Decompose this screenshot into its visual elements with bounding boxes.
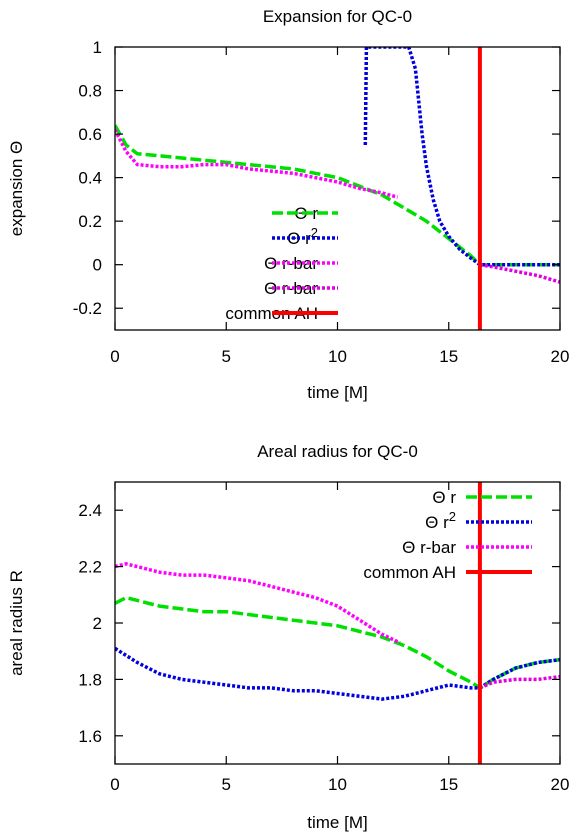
x-tick-label: 15 (439, 347, 458, 366)
y-tick-label: 1.8 (78, 670, 102, 689)
series-line-0 (115, 124, 560, 267)
y-axis-label: areal radius R (7, 570, 26, 676)
legend-label: Θ r-bar (264, 279, 318, 298)
y-tick-label: 0 (93, 256, 102, 275)
series-line-1 (115, 646, 560, 701)
legend-label: Θ r-bar (402, 538, 456, 557)
x-tick-label: 10 (328, 347, 347, 366)
legend-label: common AH (225, 304, 318, 323)
series-line-0 (115, 595, 560, 690)
legend-label: Θ r (432, 488, 456, 507)
x-tick-label: 0 (110, 347, 119, 366)
y-tick-label: 1 (93, 38, 102, 57)
y-tick-label: 0.6 (78, 125, 102, 144)
series-group (115, 482, 560, 764)
series-line-1 (363, 47, 560, 267)
chart-title: Areal radius for QC-0 (257, 442, 418, 461)
y-tick-label: 0.2 (78, 212, 102, 231)
plot-frame (114, 481, 561, 765)
legend-label: common AH (363, 563, 456, 582)
x-axis-label: time [M] (307, 813, 367, 832)
x-tick-label: 0 (110, 775, 119, 794)
series-line-2 (115, 128, 399, 199)
expansion-panel: Expansion for QC-0 0 5 10 15 20 -0.2 0 0.2 0.4 0.6… (7, 7, 569, 402)
y-tick-label: 2 (93, 614, 102, 633)
legend-label: Θ r2 (425, 509, 456, 532)
y-tick-label: -0.2 (73, 299, 102, 318)
legend: Θ r Θ r2 Θ r-bar common AH (363, 488, 532, 582)
x-tick-label: 15 (439, 775, 458, 794)
x-tick-label: 20 (551, 347, 570, 366)
x-tick-label: 5 (222, 775, 231, 794)
x-tick-label: 5 (222, 347, 231, 366)
y-tick-label: 0.4 (78, 169, 102, 188)
series-line-2 (115, 562, 401, 645)
series-line-3 (479, 674, 560, 690)
x-tick-label: 10 (328, 775, 347, 794)
y-tick-label: 2.2 (78, 558, 102, 577)
x-tick-label: 20 (551, 775, 570, 794)
x-axis-label: time [M] (307, 383, 367, 402)
y-tick-label: 1.6 (78, 727, 102, 746)
chart-title: Expansion for QC-0 (263, 7, 412, 26)
legend-label: Θ r-bar (264, 254, 318, 273)
series-group (115, 47, 560, 330)
y-axis-label: expansion Θ (7, 141, 26, 236)
y-tick-label: 0.8 (78, 82, 102, 101)
y-tick-label: 2.4 (78, 501, 102, 520)
areal-radius-panel: Areal radius for QC-0 0 5 10 15 20 1.6 1.8 2 2.2 2… (7, 442, 569, 832)
series-line-3 (479, 262, 560, 284)
